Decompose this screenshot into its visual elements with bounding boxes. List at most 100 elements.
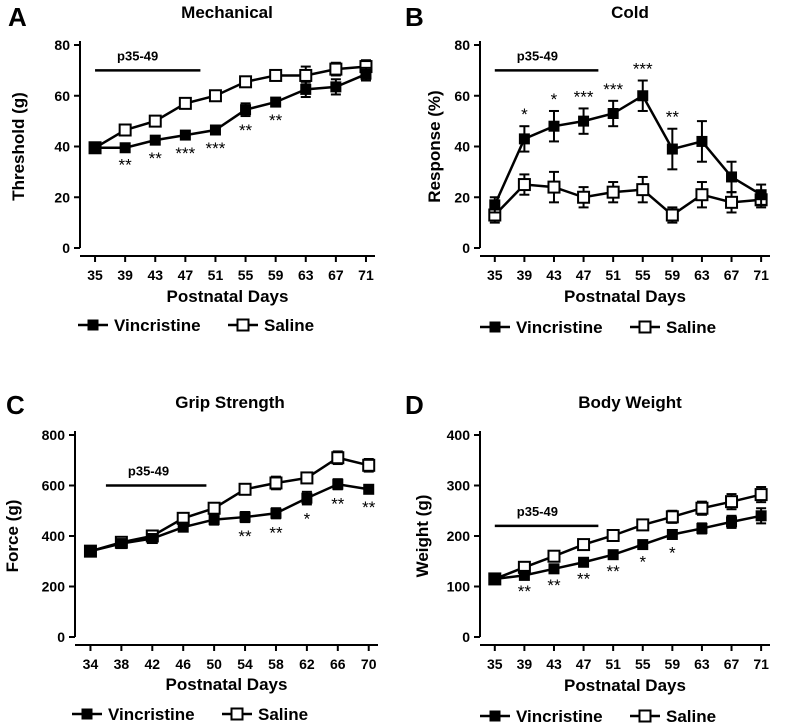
series-line-saline [90,456,370,553]
significance-label: ** [269,523,283,542]
significance-label: ** [269,111,283,130]
x-axis-label: Postnatal Days [167,287,289,306]
significance-label: ** [331,494,345,513]
series-line-vincristine [90,482,369,553]
chart-panel-a: A Mechanical 0 20 40 60 80 35 39 43 47 51 55 59 63 67 71… [8,2,375,335]
significance-label: *** [175,144,195,163]
data-point-saline [300,471,314,485]
data-point-vincristine [548,563,560,575]
legend-label-saline: Saline [264,316,314,335]
panel-letter: A [8,2,27,32]
legend: Vincristine Saline [72,705,308,724]
data-point-vincristine [270,96,282,108]
data-point-vincristine [755,189,767,201]
x-tick-label: 70 [361,656,377,672]
x-tick-label: 50 [206,656,222,672]
significance-label: * [304,509,311,528]
x-tick-label: 51 [605,267,621,283]
y-tick-label: 400 [447,427,471,443]
significance-label: *** [603,80,623,99]
data-point-saline [299,68,313,82]
series-line-vincristine [95,73,367,150]
data-point-saline [362,458,376,472]
x-tick-label: 46 [175,656,191,672]
series-line-vincristine [493,94,762,206]
x-tick-label: 67 [724,656,740,672]
data-point-saline [238,482,252,496]
data-point-saline [178,96,192,110]
x-tick-label: 59 [665,656,681,672]
data-point-saline [208,89,222,103]
y-tick-label: 0 [57,629,65,645]
legend-label-vincristine: Vincristine [114,316,201,335]
data-point-vincristine [239,511,251,523]
data-point-vincristine [518,133,530,145]
data-point-vincristine [696,522,708,534]
significance-label: ** [518,582,532,601]
y-tick-label: 200 [447,528,471,544]
legend-marker-saline [230,707,244,721]
data-point-saline [517,178,531,192]
data-point-saline [754,488,768,502]
legend: Vincristine Saline [480,318,716,337]
data-point-vincristine [726,171,738,183]
significance-label: * [551,90,558,109]
x-tick-label: 51 [208,267,224,283]
significance-label: ** [119,155,133,174]
data-point-saline [725,495,739,509]
chart-title: Grip Strength [175,393,285,412]
data-point-saline [207,501,221,515]
x-tick-label: 62 [299,656,315,672]
y-axis-label: Threshold (g) [9,92,28,201]
y-axis-label: Response (%) [425,90,444,202]
significance-label: *** [633,60,653,79]
series-line-saline [494,493,762,581]
y-tick-label: 0 [462,240,470,256]
data-point-saline [606,185,620,199]
significance-label: * [639,553,646,572]
data-point-vincristine [270,507,282,519]
y-tick-label: 80 [54,37,70,53]
legend-marker-saline [638,320,652,334]
data-point-saline [331,451,345,465]
significance-label: ** [547,576,561,595]
x-axis-label: Postnatal Days [564,676,686,695]
data-point-saline [725,195,739,209]
treatment-label: p35-49 [128,464,169,479]
chart-title: Body Weight [578,393,682,412]
data-point-vincristine [179,129,191,141]
y-tick-label: 300 [447,478,471,494]
data-point-vincristine [696,135,708,147]
y-tick-label: 800 [42,427,66,443]
x-tick-label: 34 [83,656,99,672]
significance-label: ** [362,498,376,517]
data-point-vincristine [518,569,530,581]
data-point-saline [577,190,591,204]
legend-marker-saline [236,318,250,332]
y-axis-label: Weight (g) [413,495,432,578]
data-point-saline [636,183,650,197]
y-tick-label: 60 [54,88,70,104]
x-tick-label: 43 [147,267,163,283]
y-axis-label: Force (g) [3,500,22,573]
x-tick-label: 38 [114,656,130,672]
data-point-vincristine [115,538,127,550]
treatment-label: p35-49 [517,504,558,519]
panel-letter: B [405,2,424,32]
data-point-saline [329,62,343,76]
data-point-vincristine [578,556,590,568]
y-tick-label: 40 [454,139,470,155]
x-tick-label: 47 [576,656,592,672]
treatment-label: p35-49 [517,48,558,63]
x-tick-label: 71 [753,267,769,283]
data-point-saline [269,476,283,490]
x-tick-label: 66 [330,656,346,672]
x-tick-label: 54 [237,656,253,672]
legend-label-saline: Saline [666,318,716,337]
legend-label-vincristine: Vincristine [516,707,603,725]
data-point-vincristine [489,573,501,585]
data-point-vincristine [607,549,619,561]
data-point-vincristine [489,199,501,211]
legend-marker-vincristine [81,708,93,720]
